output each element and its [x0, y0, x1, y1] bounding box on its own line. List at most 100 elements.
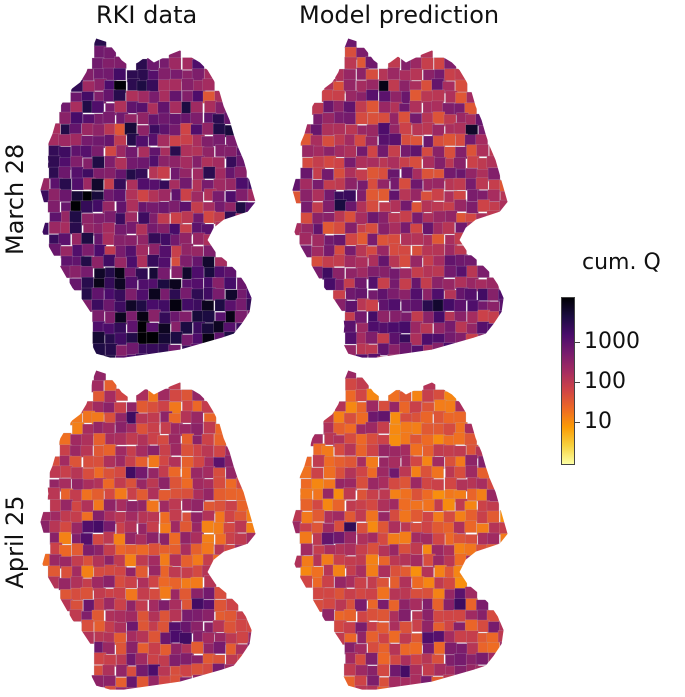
district-cell: [356, 377, 369, 390]
district-cell: [114, 100, 127, 114]
district-cell: [398, 178, 412, 191]
district-cell: [333, 221, 347, 235]
district-cell: [399, 510, 412, 523]
district-cell: [410, 554, 423, 567]
district-cell: [124, 234, 138, 248]
district-cell: [432, 598, 445, 611]
district-cell: [212, 123, 226, 137]
district-cell: [389, 588, 402, 601]
district-cell: [344, 455, 358, 469]
district-cell: [433, 322, 446, 335]
district-cell: [180, 652, 194, 666]
district-cell: [103, 299, 116, 312]
district-cell: [343, 621, 357, 635]
district-cell: [93, 456, 106, 469]
district-cell: [234, 520, 248, 533]
district-cell: [366, 100, 379, 113]
district-cell: [377, 222, 391, 236]
district-cell: [59, 111, 72, 125]
district-cell: [433, 663, 447, 676]
district-cell: [431, 521, 445, 535]
district-cell: [58, 134, 71, 147]
district-cell: [443, 522, 456, 535]
legend-title: cum. Q: [582, 250, 661, 275]
district-cell: [169, 389, 182, 403]
district-cell: [442, 498, 455, 511]
district-cell: [344, 145, 357, 158]
district-cell: [170, 331, 183, 344]
district-cell: [355, 664, 368, 678]
district-cell: [464, 288, 477, 301]
district-cell: [136, 630, 149, 644]
district-cell: [169, 135, 182, 148]
district-cell: [498, 543, 508, 556]
district-cell: [201, 542, 215, 555]
district-cell: [312, 156, 326, 169]
district-cell: [398, 609, 411, 622]
district-cell: [92, 343, 106, 356]
district-cell: [58, 531, 72, 545]
district-cell: [432, 111, 446, 125]
district-cell: [136, 299, 149, 313]
district-cell: [411, 123, 425, 136]
district-cell: [81, 68, 94, 82]
district-cell: [365, 421, 378, 435]
country-border: [39, 37, 257, 359]
district-cell: [409, 68, 423, 81]
district-cell: [486, 477, 500, 491]
district-cell: [158, 655, 171, 668]
district-cell: [191, 641, 204, 654]
district-cell: [409, 100, 422, 114]
district-cell: [138, 146, 151, 159]
district-cell: [215, 221, 228, 235]
district-cell: [421, 587, 435, 601]
colorbar-label-1000: 1000: [584, 329, 640, 354]
district-cell: [169, 298, 183, 312]
district-cell: [113, 189, 126, 202]
district-cell: [102, 67, 116, 81]
district-cell: [432, 89, 445, 103]
district-cell: [190, 112, 203, 125]
district-cell: [113, 234, 127, 248]
district-cell: [169, 476, 182, 490]
district-cell: [92, 555, 105, 568]
district-cell: [442, 221, 455, 235]
district-cell: [499, 298, 508, 312]
district-cell: [146, 254, 160, 268]
district-cell: [355, 169, 368, 182]
district-cell: [355, 509, 368, 522]
district-cell: [388, 434, 402, 447]
district-cell: [377, 144, 390, 158]
district-cell: [487, 532, 500, 546]
district-cell: [92, 123, 106, 137]
district-cell: [377, 310, 390, 323]
district-cell: [453, 299, 467, 312]
district-cell: [247, 212, 256, 226]
district-cell: [114, 157, 128, 170]
district-cell: [47, 200, 61, 213]
district-cell: [91, 299, 104, 312]
district-cell: [411, 576, 425, 589]
district-cell: [422, 299, 435, 313]
district-cell: [135, 135, 149, 148]
district-cell: [420, 411, 433, 424]
district-cell: [466, 265, 479, 278]
district-cell: [365, 588, 378, 601]
district-cell: [203, 587, 216, 600]
district-cell: [388, 79, 401, 92]
district-cell: [170, 212, 183, 225]
district-cell: [311, 202, 325, 215]
district-cell: [312, 509, 325, 522]
district-cell: [235, 619, 249, 632]
district-cell: [126, 157, 139, 170]
district-cell: [410, 332, 423, 346]
district-cell: [234, 533, 247, 546]
district-cell: [410, 57, 424, 70]
district-cell: [124, 455, 138, 469]
district-cell: [192, 232, 206, 245]
district-cell: [453, 122, 467, 135]
district-cell: [322, 200, 336, 213]
district-cell: [453, 609, 466, 622]
district-cell: [190, 531, 203, 545]
district-cell: [71, 177, 85, 191]
